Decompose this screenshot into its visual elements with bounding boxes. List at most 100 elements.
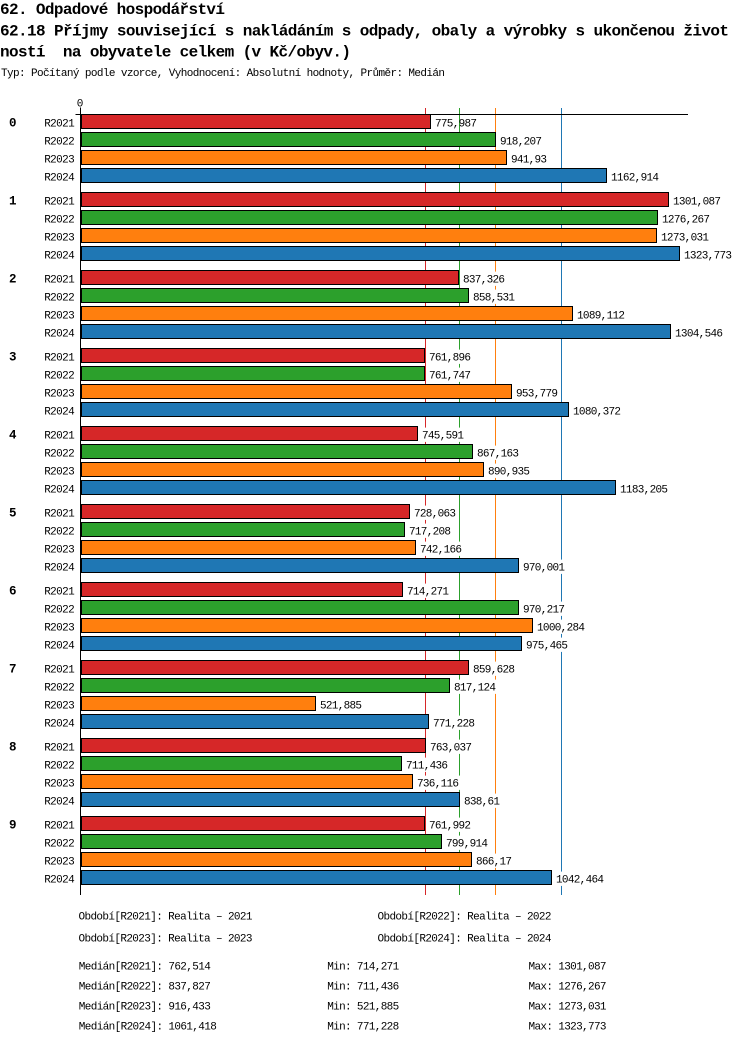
svg-text:5: 5: [9, 507, 17, 521]
svg-text:R2024: R2024: [44, 407, 75, 419]
svg-text:761,896: 761,896: [429, 353, 471, 365]
svg-text:Max: 1273,031: Max: 1273,031: [529, 1002, 607, 1014]
svg-text:R2024: R2024: [44, 875, 75, 887]
svg-text:Období[R2021]: Realita – 2021: Období[R2021]: Realita – 2021: [79, 912, 253, 924]
svg-text:Min: 711,436: Min: 711,436: [327, 982, 399, 994]
svg-text:1042,464: 1042,464: [556, 875, 604, 887]
svg-text:970,217: 970,217: [523, 605, 565, 617]
svg-text:859,628: 859,628: [473, 665, 515, 677]
svg-text:R2022: R2022: [44, 293, 75, 305]
svg-text:R2024: R2024: [44, 173, 75, 185]
svg-text:941,93: 941,93: [511, 155, 547, 167]
svg-text:Medián[R2024]: 1061,418: Medián[R2024]: 1061,418: [79, 1022, 217, 1034]
svg-text:R2021: R2021: [44, 665, 75, 677]
svg-text:1000,284: 1000,284: [537, 623, 585, 635]
svg-text:1183,205: 1183,205: [620, 485, 668, 497]
svg-text:R2024: R2024: [44, 641, 75, 653]
svg-text:R2023: R2023: [44, 467, 75, 479]
svg-text:1276,267: 1276,267: [662, 215, 710, 227]
svg-text:1: 1: [9, 195, 17, 209]
svg-text:867,163: 867,163: [477, 449, 519, 461]
svg-text:Min: 771,228: Min: 771,228: [327, 1022, 399, 1034]
svg-text:742,166: 742,166: [420, 545, 462, 557]
svg-text:837,326: 837,326: [463, 275, 505, 287]
svg-text:0: 0: [9, 117, 17, 131]
svg-text:1301,087: 1301,087: [673, 197, 721, 209]
svg-text:R2023: R2023: [44, 623, 75, 635]
svg-text:521,885: 521,885: [320, 701, 362, 713]
svg-text:717,208: 717,208: [409, 527, 451, 539]
svg-text:761,747: 761,747: [429, 371, 471, 383]
svg-text:Max: 1323,773: Max: 1323,773: [529, 1022, 607, 1034]
svg-text:745,591: 745,591: [422, 431, 464, 443]
svg-text:761,992: 761,992: [429, 821, 471, 833]
svg-text:R2023: R2023: [44, 311, 75, 323]
svg-text:R2024: R2024: [44, 797, 75, 809]
svg-text:Medián[R2021]: 762,514: Medián[R2021]: 762,514: [79, 962, 211, 974]
svg-text:0: 0: [77, 99, 84, 111]
svg-text:970,001: 970,001: [523, 563, 565, 575]
svg-text:R2022: R2022: [44, 527, 75, 539]
svg-text:714,271: 714,271: [407, 587, 449, 599]
svg-text:R2022: R2022: [44, 683, 75, 695]
svg-text:ností na obyvatele celkem (v: ností na obyvatele celkem (v Kč/obyv.): [0, 44, 351, 62]
svg-text:8: 8: [9, 741, 17, 755]
svg-text:9: 9: [9, 819, 17, 833]
svg-text:62. Odpadové hospodářství: 62. Odpadové hospodářství: [0, 1, 225, 19]
svg-text:Min: 714,271: Min: 714,271: [327, 962, 399, 974]
svg-text:R2023: R2023: [44, 233, 75, 245]
svg-text:Období[R2023]: Realita – 2023: Období[R2023]: Realita – 2023: [79, 934, 253, 946]
svg-text:1162,914: 1162,914: [611, 173, 659, 185]
svg-text:62.18 Příjmy související s nak: 62.18 Příjmy související s nakládáním s …: [0, 22, 729, 40]
svg-text:838,61: 838,61: [464, 797, 500, 809]
svg-text:R2022: R2022: [44, 215, 75, 227]
svg-text:1323,773: 1323,773: [684, 251, 732, 263]
svg-text:7: 7: [9, 663, 17, 677]
svg-text:2: 2: [9, 273, 17, 287]
svg-text:866,17: 866,17: [476, 857, 512, 869]
svg-text:858,531: 858,531: [473, 293, 515, 305]
svg-text:R2022: R2022: [44, 137, 75, 149]
svg-text:R2021: R2021: [44, 743, 75, 755]
svg-text:R2022: R2022: [44, 839, 75, 851]
svg-text:R2021: R2021: [44, 587, 75, 599]
svg-text:R2023: R2023: [44, 779, 75, 791]
svg-text:4: 4: [9, 429, 17, 443]
svg-text:R2023: R2023: [44, 389, 75, 401]
svg-text:953,779: 953,779: [516, 389, 558, 401]
svg-text:1080,372: 1080,372: [573, 407, 621, 419]
svg-text:R2024: R2024: [44, 485, 75, 497]
svg-text:R2021: R2021: [44, 821, 75, 833]
svg-text:Max: 1276,267: Max: 1276,267: [529, 982, 607, 994]
svg-text:6: 6: [9, 585, 17, 599]
svg-text:R2022: R2022: [44, 371, 75, 383]
svg-text:R2024: R2024: [44, 719, 75, 731]
svg-text:Medián[R2022]: 837,827: Medián[R2022]: 837,827: [79, 982, 211, 994]
svg-text:711,436: 711,436: [406, 761, 448, 773]
svg-text:R2021: R2021: [44, 275, 75, 287]
svg-text:763,037: 763,037: [430, 743, 472, 755]
svg-text:Min: 521,885: Min: 521,885: [327, 1002, 399, 1014]
svg-text:R2022: R2022: [44, 605, 75, 617]
svg-text:R2021: R2021: [44, 431, 75, 443]
svg-text:R2024: R2024: [44, 563, 75, 575]
svg-text:728,063: 728,063: [414, 509, 456, 521]
svg-text:3: 3: [9, 351, 17, 365]
svg-text:775,987: 775,987: [435, 119, 477, 131]
svg-text:R2022: R2022: [44, 761, 75, 773]
svg-text:Max: 1301,087: Max: 1301,087: [529, 962, 607, 974]
svg-text:771,228: 771,228: [433, 719, 475, 731]
svg-text:R2021: R2021: [44, 509, 75, 521]
svg-text:975,465: 975,465: [526, 641, 568, 653]
svg-text:Typ: Počítaný podle vzorce, Vy: Typ: Počítaný podle vzorce, Vyhodnocení:…: [1, 67, 445, 80]
svg-text:1273,031: 1273,031: [661, 233, 709, 245]
svg-text:R2021: R2021: [44, 197, 75, 209]
svg-text:R2023: R2023: [44, 155, 75, 167]
svg-text:R2021: R2021: [44, 353, 75, 365]
svg-text:799,914: 799,914: [446, 839, 488, 851]
svg-text:1304,546: 1304,546: [675, 329, 723, 341]
svg-text:R2023: R2023: [44, 701, 75, 713]
svg-text:817,124: 817,124: [454, 683, 496, 695]
svg-text:R2024: R2024: [44, 329, 75, 341]
svg-text:Období[R2024]: Realita – 2024: Období[R2024]: Realita – 2024: [378, 934, 552, 946]
